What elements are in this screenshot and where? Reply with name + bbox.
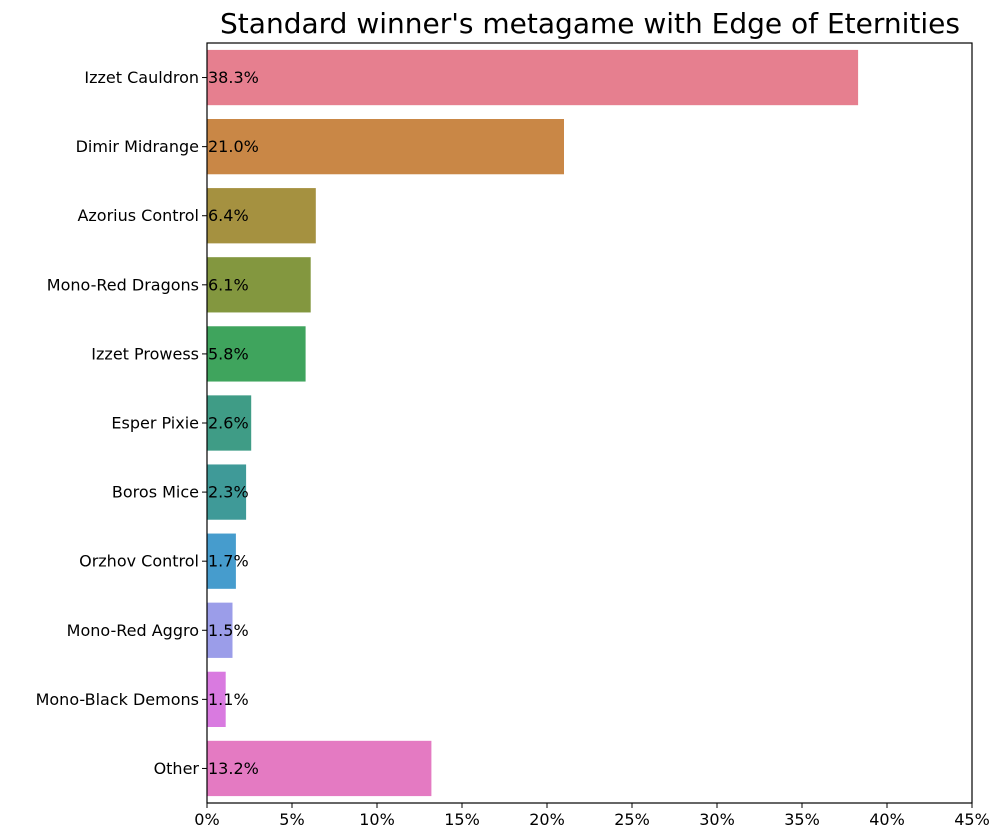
data-label: 6.1% (208, 275, 249, 294)
x-tick-label: 40% (869, 810, 905, 829)
y-tick-label: Boros Mice (112, 483, 199, 502)
bar (207, 326, 306, 382)
x-tick-label: 15% (444, 810, 480, 829)
x-tick-label: 10% (359, 810, 395, 829)
y-tick-label: Izzet Cauldron (84, 68, 199, 87)
y-tick-label: Orzhov Control (79, 552, 199, 571)
y-tick-label: Mono-Red Aggro (67, 621, 199, 640)
data-label: 38.3% (208, 68, 259, 87)
chart-title: Standard winner's metagame with Edge of … (220, 7, 960, 40)
y-tick-label: Azorius Control (77, 206, 199, 225)
data-label: 13.2% (208, 759, 259, 778)
x-tick-label: 35% (784, 810, 820, 829)
bar (207, 395, 252, 451)
data-label: 2.6% (208, 414, 249, 433)
data-label: 5.8% (208, 344, 249, 363)
data-label: 21.0% (208, 137, 259, 156)
x-tick-label: 5% (279, 810, 304, 829)
x-tick-label: 45% (954, 810, 990, 829)
bar (207, 602, 233, 658)
data-label: 6.4% (208, 206, 249, 225)
y-tick-label: Mono-Black Demons (36, 690, 199, 709)
y-tick-label: Other (154, 759, 200, 778)
bar (207, 533, 236, 589)
y-tick-label: Dimir Midrange (76, 137, 199, 156)
bar (207, 119, 564, 175)
bar (207, 740, 432, 797)
x-tick-label: 0% (194, 810, 219, 829)
bar (207, 671, 226, 727)
x-tick-label: 30% (699, 810, 735, 829)
bar (207, 188, 316, 244)
data-label: 2.3% (208, 483, 249, 502)
x-tick-label: 20% (529, 810, 565, 829)
data-label: 1.7% (208, 552, 249, 571)
data-label: 1.5% (208, 621, 249, 640)
x-tick-label: 25% (614, 810, 650, 829)
bar (207, 257, 311, 313)
y-tick-label: Izzet Prowess (91, 344, 199, 363)
bar (207, 464, 247, 520)
y-tick-label: Mono-Red Dragons (47, 275, 199, 294)
data-label: 1.1% (208, 690, 249, 709)
bar (207, 49, 859, 106)
y-tick-label: Esper Pixie (111, 414, 199, 433)
